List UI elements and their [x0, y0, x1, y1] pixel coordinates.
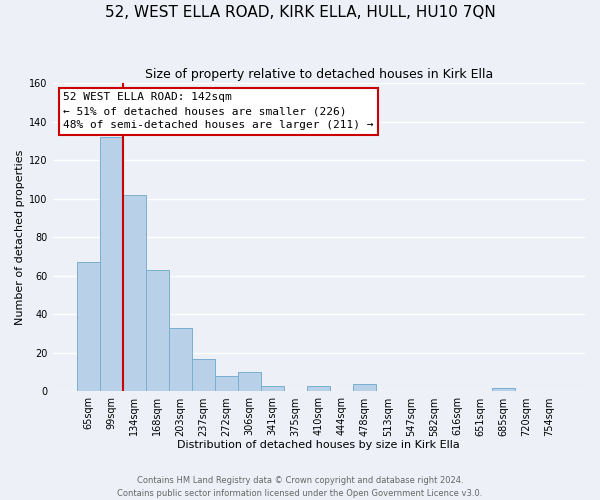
Bar: [307, 386, 330, 392]
Bar: [77, 262, 100, 392]
Bar: [100, 137, 123, 392]
Text: 52, WEST ELLA ROAD, KIRK ELLA, HULL, HU10 7QN: 52, WEST ELLA ROAD, KIRK ELLA, HULL, HU1…: [104, 5, 496, 20]
Bar: [215, 376, 238, 392]
Y-axis label: Number of detached properties: Number of detached properties: [15, 150, 25, 325]
Bar: [261, 386, 284, 392]
Text: Contains HM Land Registry data © Crown copyright and database right 2024.
Contai: Contains HM Land Registry data © Crown c…: [118, 476, 482, 498]
Bar: [353, 384, 376, 392]
Title: Size of property relative to detached houses in Kirk Ella: Size of property relative to detached ho…: [145, 68, 493, 80]
Bar: [123, 195, 146, 392]
Text: 52 WEST ELLA ROAD: 142sqm
← 51% of detached houses are smaller (226)
48% of semi: 52 WEST ELLA ROAD: 142sqm ← 51% of detac…: [63, 92, 374, 130]
Bar: [169, 328, 192, 392]
Bar: [192, 358, 215, 392]
Bar: [146, 270, 169, 392]
Bar: [491, 388, 515, 392]
X-axis label: Distribution of detached houses by size in Kirk Ella: Distribution of detached houses by size …: [178, 440, 460, 450]
Bar: [238, 372, 261, 392]
